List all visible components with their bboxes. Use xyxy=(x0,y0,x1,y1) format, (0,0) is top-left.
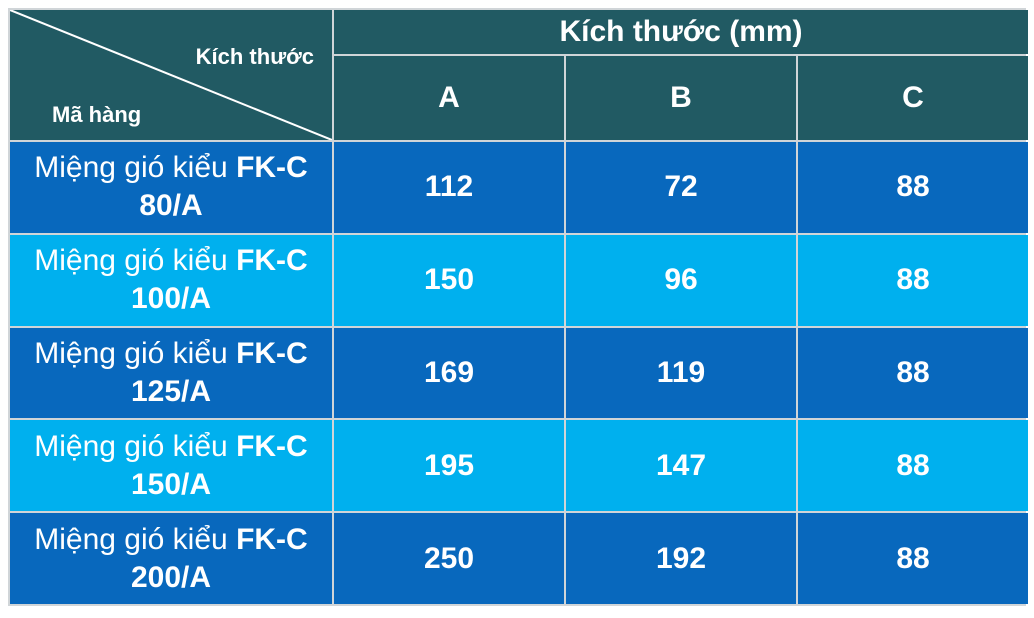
product-model: FK-C xyxy=(236,151,308,185)
table-row: Miệng gió kiểu FK-C 200/A 250 192 88 xyxy=(10,513,1028,604)
table-row: Miệng gió kiểu FK-C 125/A 169 119 88 xyxy=(10,327,1028,419)
value-a-cell: 112 xyxy=(334,142,564,233)
product-size: 150/A xyxy=(130,467,212,501)
value-b-cell: 96 xyxy=(566,234,796,326)
product-model: FK-C xyxy=(236,336,308,370)
product-prefix: Miệng gió kiểu xyxy=(34,429,228,463)
product-size: 125/A xyxy=(130,374,212,408)
value-c-cell: 88 xyxy=(798,513,1028,604)
corner-top-label: Kích thước xyxy=(195,44,314,69)
corner-header-cell: Kích thước Mã hàng xyxy=(10,10,332,140)
product-size: 200/A xyxy=(130,560,212,594)
value-c-cell: 88 xyxy=(798,234,1028,326)
column-header-b: B xyxy=(566,56,796,140)
dimension-table-container: Kích thước Mã hàng Kích thước (mm) A B C… xyxy=(8,8,1028,606)
value-b-cell: 147 xyxy=(566,420,796,512)
column-header-c: C xyxy=(798,56,1028,140)
corner-bottom-label: Mã hàng xyxy=(52,102,142,127)
product-name-cell: Miệng gió kiểu FK-C 100/A xyxy=(10,234,332,326)
product-prefix: Miệng gió kiểu xyxy=(34,151,228,185)
value-a-cell: 169 xyxy=(334,327,564,419)
value-b-cell: 72 xyxy=(566,142,796,233)
product-name-cell: Miệng gió kiểu FK-C 150/A xyxy=(10,420,332,512)
product-prefix: Miệng gió kiểu xyxy=(34,336,228,370)
product-model: FK-C xyxy=(236,244,308,278)
value-b-cell: 192 xyxy=(566,513,796,604)
value-a-cell: 195 xyxy=(334,420,564,512)
product-size: 80/A xyxy=(139,189,203,223)
diagonal-divider xyxy=(10,10,332,140)
table-row: Miệng gió kiểu FK-C 80/A 112 72 88 xyxy=(10,142,1028,233)
value-b-cell: 119 xyxy=(566,327,796,419)
product-name-cell: Miệng gió kiểu FK-C 80/A xyxy=(10,142,332,233)
value-a-cell: 250 xyxy=(334,513,564,604)
value-c-cell: 88 xyxy=(798,420,1028,512)
product-model: FK-C xyxy=(236,429,308,463)
product-prefix: Miệng gió kiểu xyxy=(34,244,228,278)
table-row: Miệng gió kiểu FK-C 100/A 150 96 88 xyxy=(10,234,1028,326)
value-c-cell: 88 xyxy=(798,142,1028,233)
value-c-cell: 88 xyxy=(798,327,1028,419)
size-group-header: Kích thước (mm) xyxy=(334,10,1028,54)
product-prefix: Miệng gió kiểu xyxy=(34,522,228,556)
table-row: Miệng gió kiểu FK-C 150/A 195 147 88 xyxy=(10,420,1028,512)
product-model: FK-C xyxy=(236,522,308,556)
product-name-cell: Miệng gió kiểu FK-C 200/A xyxy=(10,513,332,604)
column-header-a: A xyxy=(334,56,564,140)
value-a-cell: 150 xyxy=(334,234,564,326)
product-size: 100/A xyxy=(130,282,212,316)
dimension-table: Kích thước Mã hàng Kích thước (mm) A B C… xyxy=(8,8,1030,606)
product-name-cell: Miệng gió kiểu FK-C 125/A xyxy=(10,327,332,419)
